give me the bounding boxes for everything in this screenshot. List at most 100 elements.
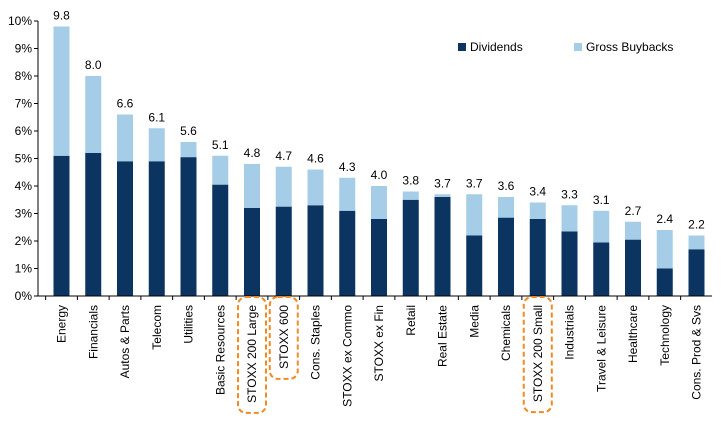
bar-gross-buybacks <box>148 128 165 162</box>
bar-gross-buybacks <box>688 235 705 250</box>
bar-dividends <box>275 206 292 296</box>
x-category-label: Industrials <box>563 305 577 360</box>
x-axis: Energy Financials Autos & Parts Telecom Util… <box>38 295 712 407</box>
bar-gross-buybacks <box>275 166 292 207</box>
x-category-label: STOXX ex Fin <box>372 305 386 381</box>
highlight-boxes <box>237 296 553 414</box>
bar-gross-buybacks <box>656 230 673 269</box>
x-category-label: STOXX 200 Small <box>531 305 545 402</box>
bar-gross-buybacks <box>402 191 419 200</box>
y-tick-label: 9% <box>15 42 33 56</box>
total-label: 5.1 <box>212 138 229 152</box>
total-label: 6.6 <box>117 97 134 111</box>
y-tick-label: 5% <box>15 152 33 166</box>
y-tick-label: 0% <box>15 289 33 303</box>
bar-dividends <box>402 199 419 296</box>
x-category-label: Autos & Parts <box>118 305 132 378</box>
y-axis: 0% 1% 2% 3% 4% 5% 6% 7% 8% 9% 10% <box>8 14 39 303</box>
total-label: 4.7 <box>275 149 292 163</box>
legend-swatch-buybacks <box>574 43 582 51</box>
total-label: 6.1 <box>148 110 165 124</box>
x-category-label: Real Estate <box>436 305 450 367</box>
total-label: 4.0 <box>371 168 388 182</box>
bar-dividends <box>212 184 229 296</box>
bar-gross-buybacks <box>53 26 70 156</box>
bar-dividends <box>339 210 356 296</box>
y-tick-label: 8% <box>15 69 33 83</box>
y-tick-label: 10% <box>8 14 32 28</box>
total-label: 8.0 <box>85 58 102 72</box>
bar-dividends <box>53 155 70 296</box>
total-label: 3.4 <box>529 185 546 199</box>
x-category-label: Media <box>467 305 481 338</box>
total-label: 2.7 <box>625 204 642 218</box>
bar-dividends <box>688 249 705 296</box>
bar-gross-buybacks <box>466 194 483 236</box>
y-tick-label: 3% <box>15 207 33 221</box>
total-label: 4.6 <box>307 152 324 166</box>
x-category-label: Telecom <box>150 305 164 350</box>
x-category-label: Basic Resources <box>213 305 227 395</box>
bar-dividends <box>180 157 197 296</box>
bar-dividends <box>498 217 514 296</box>
x-category-label: STOXX 200 Large <box>245 305 259 403</box>
total-label: 3.7 <box>466 176 483 190</box>
bar-dividends <box>148 161 165 296</box>
y-tick-label: 2% <box>15 234 33 248</box>
x-category-label: Technology <box>658 305 672 366</box>
bar-gross-buybacks <box>339 177 356 211</box>
total-label: 3.7 <box>434 176 451 190</box>
bar-gross-buybacks <box>434 194 451 197</box>
y-tick-label: 6% <box>15 124 33 138</box>
legend: Dividends Gross Buybacks <box>458 40 673 54</box>
bars <box>53 26 705 296</box>
total-label: 3.3 <box>561 187 578 201</box>
bar-gross-buybacks <box>593 210 610 243</box>
bar-dividends <box>561 231 578 296</box>
bar-dividends <box>593 242 610 296</box>
y-tick-label: 7% <box>15 97 33 111</box>
x-category-label: Chemicals <box>499 305 513 361</box>
total-label: 3.8 <box>402 174 419 188</box>
total-labels: 9.8 8.0 6.6 6.1 5.6 5.1 4.8 4.7 4.6 4.3 4.0 3.8 3.7 3… <box>53 9 705 232</box>
bar-gross-buybacks <box>498 197 514 218</box>
bar-dividends <box>466 235 483 296</box>
x-category-label: Cons. Staples <box>309 305 323 380</box>
bar-gross-buybacks <box>529 202 546 219</box>
bar-dividends <box>529 219 546 296</box>
y-tick-label: 4% <box>15 179 33 193</box>
bar-dividends <box>371 219 387 296</box>
x-category-label: Financials <box>86 305 100 359</box>
x-category-label: Travel & Leisure <box>594 305 608 392</box>
bar-dividends <box>307 205 324 296</box>
bar-gross-buybacks <box>561 205 578 232</box>
y-tick-label: 1% <box>15 262 33 276</box>
total-label: 2.4 <box>656 212 673 226</box>
total-label: 2.2 <box>688 218 705 232</box>
bar-dividends <box>625 239 641 296</box>
bar-gross-buybacks <box>371 186 387 219</box>
legend-label-buybacks: Gross Buybacks <box>586 40 673 54</box>
x-category-label: STOXX 600 <box>277 305 291 369</box>
x-category-label: Healthcare <box>626 305 640 363</box>
total-label: 4.3 <box>339 160 356 174</box>
bar-gross-buybacks <box>85 76 102 153</box>
legend-label-dividends: Dividends <box>470 40 523 54</box>
x-category-label: Utilities <box>182 305 196 344</box>
x-category-label: Retail <box>404 305 418 336</box>
bar-gross-buybacks <box>180 142 197 158</box>
total-label: 3.6 <box>498 179 515 193</box>
highlight-box <box>522 296 553 414</box>
total-label: 9.8 <box>53 9 70 23</box>
highlight-box <box>237 296 267 414</box>
x-category-label: Cons. Prod & Svs <box>690 305 704 400</box>
bar-dividends <box>656 268 673 296</box>
x-category-label: Energy <box>55 305 69 343</box>
total-label: 4.8 <box>244 146 261 160</box>
total-label: 3.1 <box>593 193 610 207</box>
bar-gross-buybacks <box>307 169 324 206</box>
total-label: 5.6 <box>180 124 197 138</box>
bar-dividends <box>434 197 451 296</box>
bar-gross-buybacks <box>244 164 260 208</box>
